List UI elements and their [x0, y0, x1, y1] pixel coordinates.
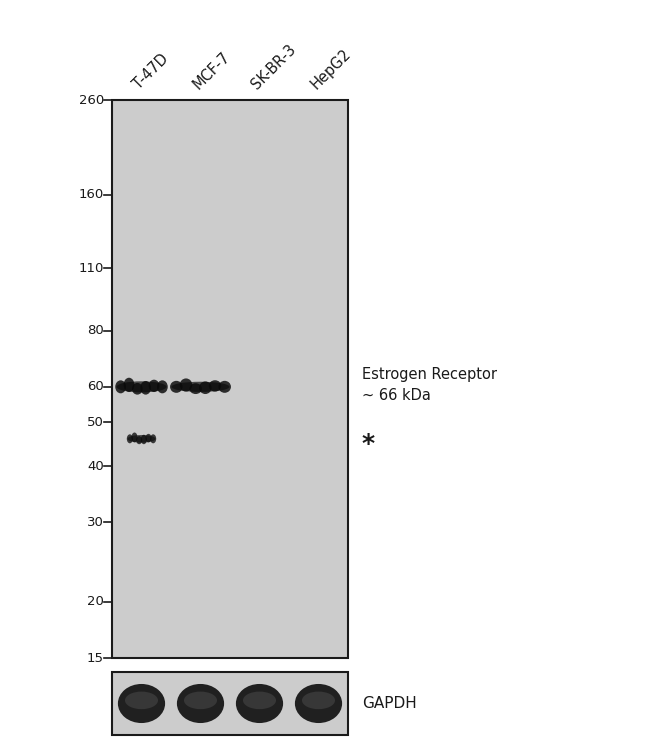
Text: *: *: [362, 432, 375, 456]
Ellipse shape: [131, 433, 138, 443]
Text: T-47D: T-47D: [131, 51, 172, 92]
Ellipse shape: [236, 684, 283, 723]
Ellipse shape: [125, 691, 158, 709]
Text: 50: 50: [87, 416, 104, 429]
Ellipse shape: [150, 434, 156, 443]
Ellipse shape: [149, 380, 159, 392]
Ellipse shape: [127, 434, 133, 443]
Ellipse shape: [189, 383, 202, 394]
Ellipse shape: [124, 378, 135, 392]
Text: 80: 80: [87, 324, 104, 337]
Ellipse shape: [127, 435, 155, 443]
Ellipse shape: [118, 684, 165, 723]
Ellipse shape: [141, 435, 147, 444]
Ellipse shape: [199, 381, 212, 394]
Ellipse shape: [136, 436, 142, 444]
Ellipse shape: [218, 381, 231, 393]
Text: SK-BR-3: SK-BR-3: [249, 42, 299, 92]
Ellipse shape: [177, 684, 224, 723]
Text: 30: 30: [87, 516, 104, 529]
Text: 40: 40: [87, 460, 104, 472]
Text: 20: 20: [87, 595, 104, 608]
Text: HepG2: HepG2: [308, 46, 354, 92]
Bar: [112, 100, 348, 658]
Ellipse shape: [295, 684, 342, 723]
Text: Estrogen Receptor
~ 66 kDa: Estrogen Receptor ~ 66 kDa: [362, 367, 497, 403]
Ellipse shape: [170, 381, 183, 393]
Ellipse shape: [116, 381, 166, 393]
Text: MCF-7: MCF-7: [190, 49, 233, 92]
Ellipse shape: [184, 691, 217, 709]
Ellipse shape: [115, 381, 126, 393]
Text: 110: 110: [79, 261, 104, 275]
Text: 15: 15: [87, 651, 104, 665]
Text: 160: 160: [79, 188, 104, 201]
Ellipse shape: [157, 381, 168, 393]
Ellipse shape: [302, 691, 335, 709]
Ellipse shape: [209, 380, 221, 392]
Text: 260: 260: [79, 94, 104, 107]
Ellipse shape: [146, 434, 151, 443]
Bar: [112, 672, 348, 735]
Text: GAPDH: GAPDH: [362, 696, 417, 711]
Ellipse shape: [179, 378, 192, 392]
Ellipse shape: [172, 381, 229, 392]
Text: 60: 60: [87, 381, 104, 393]
Ellipse shape: [243, 691, 276, 709]
Ellipse shape: [132, 383, 143, 395]
Ellipse shape: [140, 381, 151, 395]
